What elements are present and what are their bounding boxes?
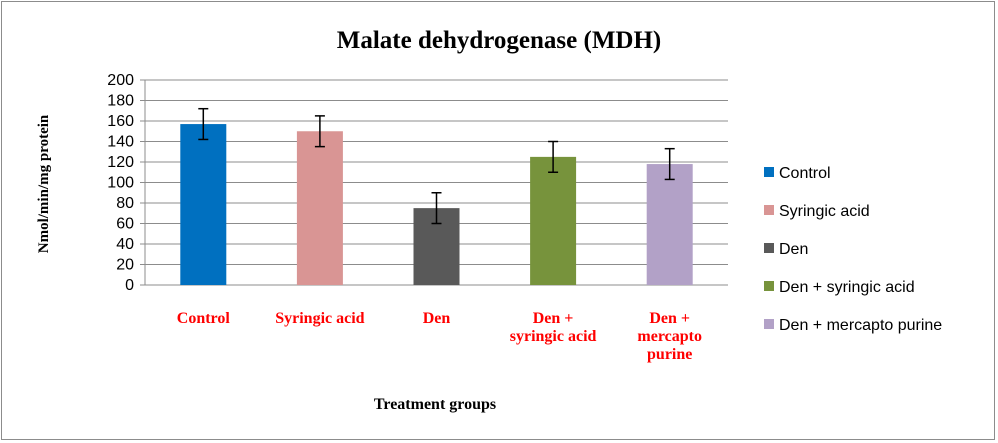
bar: [530, 156, 577, 285]
y-tick-label: 120: [107, 154, 134, 171]
legend-label: Syringic acid: [779, 203, 870, 220]
chart-title: Malate dehydrogenase (MDH): [337, 27, 662, 54]
x-tick-label: Den: [423, 310, 451, 327]
legend-swatch: [764, 319, 774, 329]
x-tick-label: Den + mercapto purine: [637, 310, 702, 363]
x-tick-label: Den + syringic acid: [510, 310, 597, 345]
x-tick-labels: Control Syringic acid Den Den + syringic aci…: [177, 310, 702, 363]
y-axis-label: Nmol/min/mg protein: [36, 114, 52, 253]
y-tick-label: 160: [107, 113, 134, 130]
y-tick-label: 100: [107, 175, 134, 192]
bar: [296, 131, 343, 285]
y-tick-label: 60: [116, 216, 134, 233]
x-tick-label: Control: [177, 310, 231, 327]
bar: [180, 124, 227, 285]
bar: [646, 164, 693, 285]
y-tick-label: 80: [116, 195, 134, 212]
legend-swatch: [764, 205, 774, 215]
y-tick-label: 20: [116, 257, 134, 274]
legend: Control Syringic acid Den Den + syringic ac…: [764, 165, 942, 334]
y-tick-label: 40: [116, 236, 134, 253]
legend-swatch: [764, 167, 774, 177]
x-tick-label: Syringic acid: [275, 310, 364, 327]
legend-label: Den + mercapto purine: [779, 317, 942, 334]
legend-swatch: [764, 243, 774, 253]
legend-label: Control: [779, 165, 831, 182]
bars: [180, 124, 693, 285]
legend-label: Den: [779, 241, 808, 258]
legend-label: Den + syringic acid: [779, 279, 915, 296]
y-tick-labels: 0 20 40 60 80 100 120 140 160 180 200: [107, 72, 134, 294]
error-bars: [198, 107, 675, 225]
x-axis-label: Treatment groups: [374, 396, 496, 413]
y-tick-label: 200: [107, 72, 134, 89]
y-tick-label: 180: [107, 93, 134, 110]
y-tick-label: 0: [125, 277, 134, 294]
legend-swatch: [764, 281, 774, 291]
y-tick-label: 140: [107, 134, 134, 151]
